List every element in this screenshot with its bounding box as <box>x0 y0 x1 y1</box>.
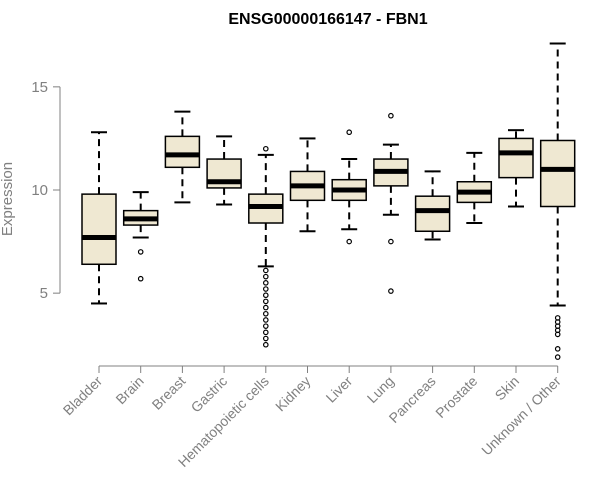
outlier-point <box>346 238 353 245</box>
outlier-point <box>262 280 269 286</box>
iqr-box <box>414 195 451 233</box>
outlier-point <box>262 323 269 329</box>
outlier-point <box>262 273 269 280</box>
x-tick-label: Kidney <box>272 373 314 415</box>
outlier-point <box>388 288 394 294</box>
outlier-point <box>388 238 394 245</box>
y-axis-label: Expression <box>0 162 16 236</box>
outlier-point <box>554 346 561 352</box>
box-brain <box>122 191 159 282</box>
outlier-point <box>262 298 269 305</box>
outlier-point <box>262 329 269 336</box>
iqr-box <box>498 137 534 179</box>
x-tick-label: Breast <box>149 373 189 413</box>
box-bladder <box>81 131 117 305</box>
outlier-point <box>262 145 269 152</box>
outlier-point <box>262 335 269 342</box>
box-kidney <box>289 137 326 233</box>
box-lung <box>373 112 409 294</box>
iqr-box <box>539 139 576 208</box>
outlier-point <box>346 129 353 136</box>
y-tick-label: 15 <box>31 79 48 96</box>
outlier-point <box>262 292 269 299</box>
outlier-point <box>554 354 561 360</box>
outlier-point <box>262 310 269 317</box>
outlier-point <box>137 275 144 282</box>
box-pancreas <box>414 170 451 241</box>
x-tick-label: Prostate <box>432 373 480 421</box>
y-tick-label: 10 <box>31 182 48 199</box>
box-gastric <box>206 135 242 206</box>
x-tick-label: Bladder <box>60 373 106 419</box>
outlier-point <box>388 112 394 119</box>
outlier-point <box>262 341 269 348</box>
outlier-point <box>137 249 144 255</box>
box-breast <box>164 110 201 204</box>
box-liver <box>331 129 367 245</box>
outlier-point <box>554 331 561 338</box>
box-skin <box>498 129 534 208</box>
iqr-box <box>164 135 201 169</box>
x-tick-label: Unknown / Other <box>478 373 564 459</box>
box-unknown-other <box>539 42 576 360</box>
chart-title: ENSG00000166147 - FBN1 <box>228 11 427 28</box>
x-tick-label: Skin <box>492 373 523 404</box>
y-axis: 5 10 15 <box>31 79 61 302</box>
box-hematopoietic-cells <box>248 145 284 348</box>
x-tick-label: Brain <box>112 373 146 407</box>
outlier-point <box>262 317 269 323</box>
box-group <box>81 42 576 360</box>
outlier-point <box>262 267 269 274</box>
iqr-box <box>81 193 117 266</box>
outlier-point <box>262 304 269 311</box>
x-tick-label: Lung <box>364 373 397 406</box>
outlier-point <box>262 286 269 292</box>
y-tick-label: 5 <box>40 285 48 302</box>
box-prostate <box>456 151 493 225</box>
x-tick-label: Liver <box>323 373 356 406</box>
